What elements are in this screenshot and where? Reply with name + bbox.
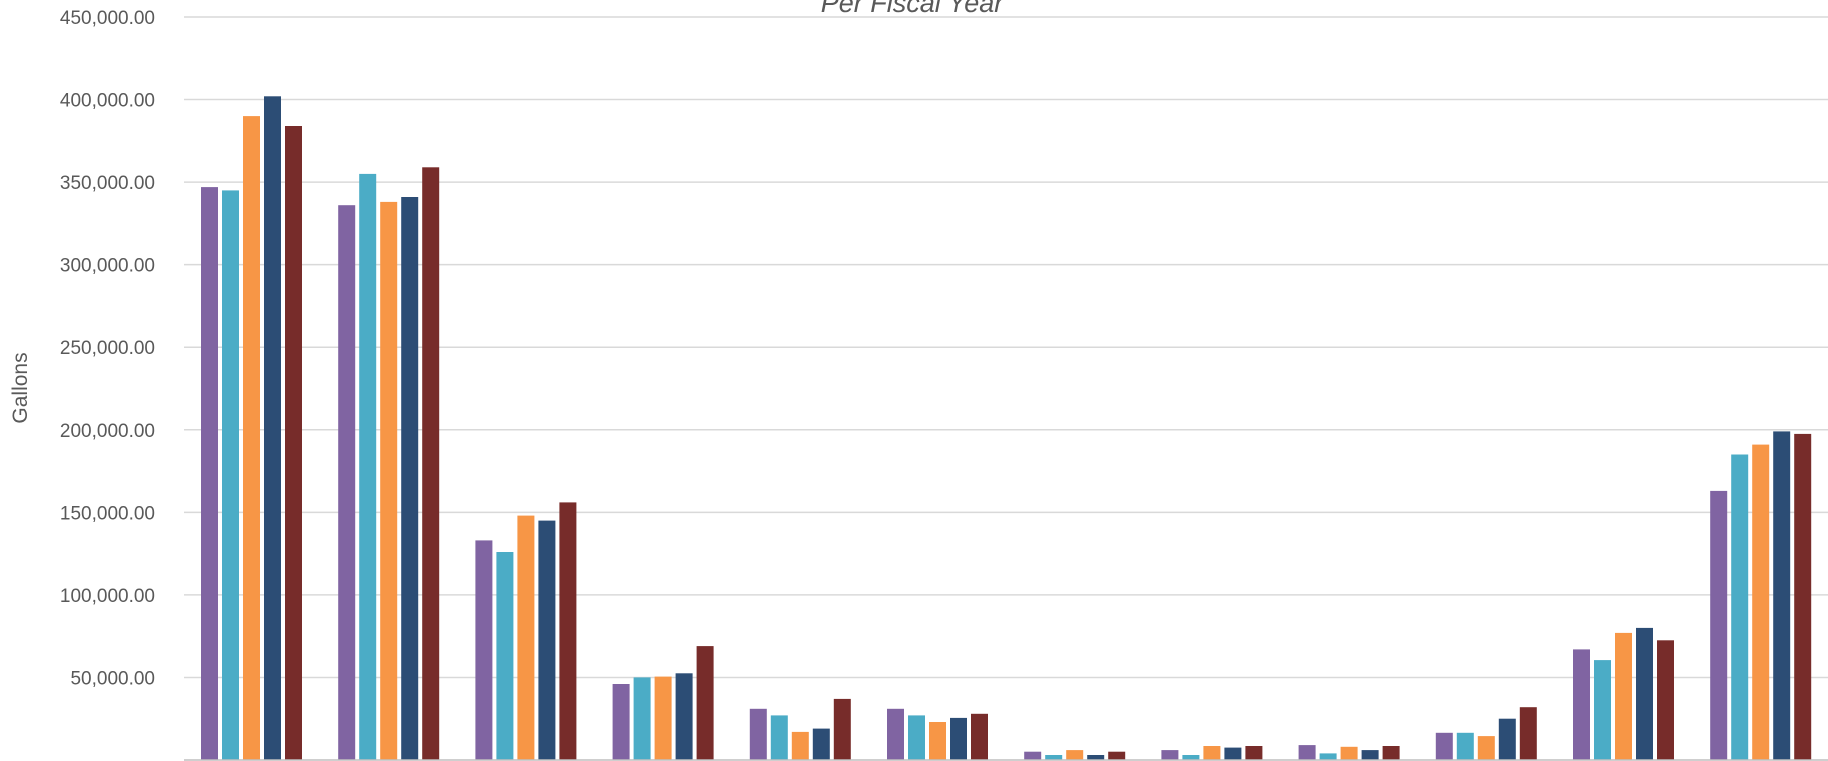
y-tick-label: 150,000.00 [60, 503, 155, 524]
bar [517, 515, 535, 760]
bar-group [475, 502, 577, 760]
bar-group [1573, 627, 1674, 760]
bar [1245, 746, 1263, 760]
bar [559, 502, 577, 760]
bar [1161, 750, 1179, 760]
y-axis-label: Gallons [9, 352, 32, 423]
bar-group [1024, 750, 1126, 760]
bar [338, 205, 356, 760]
bar [950, 717, 967, 760]
bar [1710, 490, 1728, 760]
bar [1794, 433, 1812, 760]
bars [201, 96, 1812, 761]
bar [285, 126, 302, 760]
bar [538, 520, 556, 760]
bar [496, 552, 514, 760]
y-tick-label: 350,000.00 [60, 173, 155, 194]
bar [908, 715, 925, 760]
bar [1087, 755, 1105, 760]
bar [1024, 751, 1042, 760]
bar [1045, 755, 1063, 760]
bar [1657, 640, 1674, 760]
bar-group [1298, 745, 1400, 760]
bar [1108, 751, 1126, 760]
bar [770, 715, 788, 760]
bar [1477, 736, 1495, 760]
bar-group [338, 167, 440, 761]
bar [1773, 431, 1791, 760]
bar [475, 540, 493, 760]
bar [1382, 746, 1400, 760]
bar [264, 96, 281, 761]
bar [749, 708, 767, 760]
bar-group [1161, 746, 1263, 760]
y-tick-label: 400,000.00 [60, 91, 155, 112]
bar [401, 197, 419, 760]
bar [1519, 707, 1537, 760]
bar [1203, 746, 1221, 760]
bar [696, 646, 714, 760]
y-tick-label: 300,000.00 [60, 256, 155, 277]
bar-group [1710, 431, 1812, 760]
y-tick-label: 250,000.00 [60, 338, 155, 359]
y-tick-label: 50,000.00 [70, 668, 155, 689]
bar [812, 728, 830, 760]
bar [1319, 753, 1337, 760]
bar [791, 731, 809, 760]
bar [1361, 750, 1379, 760]
bar [929, 722, 946, 760]
gridlines [184, 16, 1828, 679]
bar [1066, 750, 1084, 760]
bar [380, 201, 398, 760]
bar [1224, 747, 1242, 760]
bar-group [201, 96, 302, 761]
bar [222, 190, 239, 760]
bar [833, 698, 851, 760]
y-tick-label: 200,000.00 [60, 421, 155, 442]
bar [1636, 627, 1653, 760]
bar [359, 173, 377, 760]
bar [1594, 660, 1611, 760]
bar [1731, 454, 1749, 760]
chart-subtitle: Per Fiscal Year [821, 0, 1005, 18]
bar [675, 673, 693, 760]
bar [1435, 732, 1453, 760]
bar [1340, 746, 1358, 760]
bar [612, 684, 630, 760]
bar [1456, 732, 1474, 760]
y-tick-label: 450,000.00 [60, 8, 155, 29]
bar [1573, 649, 1590, 760]
bar [1498, 718, 1516, 760]
bar-group [749, 698, 851, 760]
bar [633, 677, 651, 760]
bar [1182, 755, 1200, 760]
bar [1298, 745, 1316, 760]
bar-group [612, 646, 714, 760]
bar-group [887, 708, 988, 760]
bar [422, 167, 440, 761]
y-tick-label: 100,000.00 [60, 586, 155, 607]
bar-group [1435, 707, 1537, 760]
bar [654, 676, 672, 760]
y-axis-ticks: 450,000.00 400,000.00 350,000.00 300,000.00… [60, 8, 155, 689]
bar [887, 708, 904, 760]
bar [971, 713, 988, 760]
bar [1615, 632, 1632, 760]
bar [201, 187, 218, 761]
bar [1752, 444, 1770, 760]
bar [243, 116, 260, 761]
